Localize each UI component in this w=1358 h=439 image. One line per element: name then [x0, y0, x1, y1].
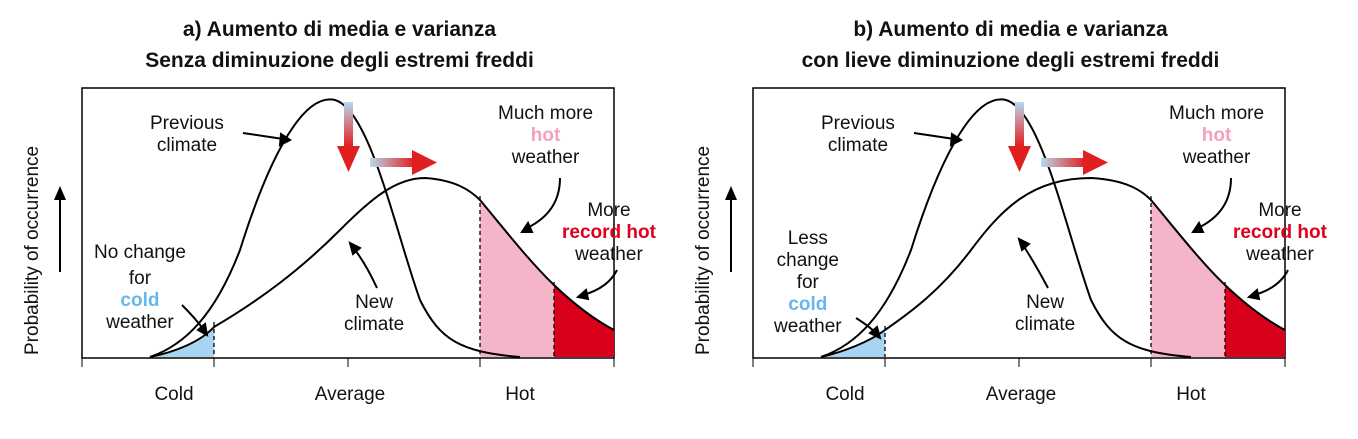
panel-a: a) Aumento di media e varianza Senza dim… — [22, 18, 656, 405]
new-climate-label: New climate — [1015, 292, 1076, 335]
hot-weather-label: Much more hot weather — [498, 103, 594, 168]
distribution-plot — [81, 87, 618, 367]
mean-shift-down-arrow — [337, 102, 360, 172]
hot-weather-label: Much more hot weather — [1169, 103, 1265, 168]
previous-climate-curve — [820, 98, 1192, 358]
panel-title-line2: Senza diminuzione degli estremi freddi — [145, 49, 534, 72]
pointer-new-arrow — [348, 241, 378, 289]
panel-title-line1: a) Aumento di media e varianza — [182, 18, 497, 41]
panel-title-line2: con lieve diminuzione degli estremi fred… — [801, 49, 1220, 72]
hot-shaded-area — [480, 200, 554, 357]
cold-shaded-area — [150, 327, 214, 357]
pointer-hot-arrow — [1191, 177, 1232, 233]
cold-weather-label: Less change for cold weather — [774, 228, 842, 337]
cold-shaded-area — [821, 330, 885, 357]
record-hot-shaded-area — [1225, 285, 1285, 357]
pointer-record-arrow — [1246, 269, 1289, 301]
new-climate-curve — [820, 176, 1286, 358]
tick-label-hot: Hot — [1176, 384, 1206, 405]
distribution-plot — [752, 87, 1289, 367]
pointer-record-arrow — [575, 269, 618, 301]
y-axis-up-arrow — [54, 186, 66, 272]
panel-title-line1: b) Aumento di media e varianza — [853, 18, 1168, 41]
mean-shift-right-arrow — [1041, 150, 1108, 175]
pointer-cold-arrow — [181, 304, 209, 337]
pointer-previous-arrow — [242, 132, 292, 147]
previous-climate-curve — [149, 98, 521, 358]
pointer-new-arrow — [1017, 237, 1049, 289]
tick-label-hot: Hot — [505, 384, 535, 405]
new-climate-label: New climate — [344, 292, 405, 335]
new-climate-curve — [149, 176, 615, 358]
record-hot-shaded-area — [554, 285, 614, 357]
record-hot-label: More record hot weather — [562, 200, 656, 265]
mean-shift-down-arrow — [1008, 102, 1031, 172]
cold-weather-label: No change for cold weather — [94, 242, 186, 333]
y-axis-up-arrow — [725, 186, 737, 272]
record-hot-label: More record hot weather — [1233, 200, 1327, 265]
tick-label-average: Average — [985, 384, 1057, 405]
y-axis-label: Probability of occurrence — [22, 145, 43, 355]
pointer-previous-arrow — [913, 132, 963, 147]
y-axis-label: Probability of occurrence — [693, 145, 714, 355]
tick-label-average: Average — [314, 384, 386, 405]
tick-label-cold: Cold — [154, 384, 194, 405]
mean-shift-right-arrow — [370, 150, 437, 175]
tick-label-cold: Cold — [825, 384, 865, 405]
panel-b: b) Aumento di media e varianza con lieve… — [671, 0, 1350, 439]
previous-climate-label: Previous climate — [150, 113, 224, 156]
pointer-hot-arrow — [520, 177, 561, 233]
previous-climate-label: Previous climate — [821, 113, 895, 156]
hot-shaded-area — [1151, 200, 1225, 357]
pointer-cold-arrow — [855, 317, 882, 340]
